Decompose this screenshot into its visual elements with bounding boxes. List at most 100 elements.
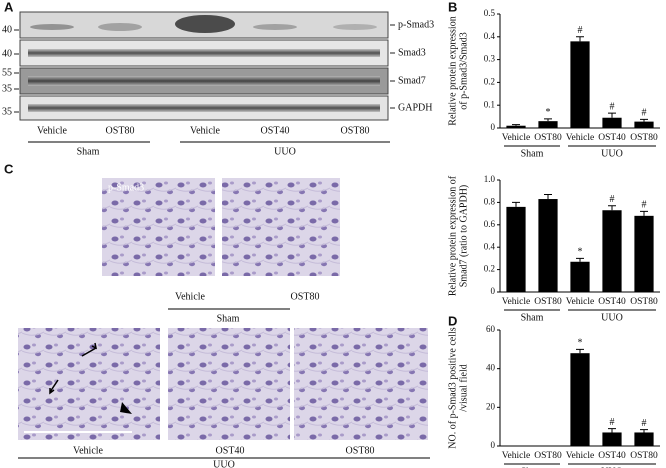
x-tick-label: Vehicle — [502, 451, 531, 461]
protein-label: Smad3 — [398, 47, 426, 58]
y-tick-label: 0.6 — [484, 219, 496, 229]
bar — [602, 117, 622, 128]
error-bar — [608, 428, 616, 433]
micrograph — [102, 178, 215, 276]
lane-label: Vehicle — [73, 445, 104, 456]
x-tick-label: OST80 — [534, 133, 562, 143]
lane-label: OST80 — [341, 125, 370, 136]
x-tick-label: OST80 — [630, 133, 658, 143]
x-tick-label: Vehicle — [566, 297, 595, 307]
group-label: Sham — [521, 312, 544, 323]
error-bar — [576, 36, 584, 42]
blot-bands — [28, 15, 380, 112]
y-axis-label: Smad7 (ratio to GAPDH) — [458, 185, 469, 288]
group-label: Sham — [77, 146, 100, 157]
y-axis-label: Relative protein expression of — [447, 175, 458, 296]
annotation: # — [610, 101, 615, 112]
error-bar — [544, 118, 552, 122]
lane-label: Vehicle — [37, 125, 68, 136]
bar — [602, 210, 622, 292]
error-bar — [608, 112, 616, 118]
micrograph — [222, 178, 340, 276]
lane-label: OST80 — [346, 445, 375, 456]
error-bar — [512, 124, 520, 126]
mw-marker: 35 — [2, 83, 12, 94]
annotation: # — [610, 194, 615, 205]
error-bar — [576, 348, 584, 354]
annotation: * — [546, 107, 551, 118]
y-tick-label: 0.8 — [484, 196, 496, 206]
error-bar — [576, 257, 584, 262]
lane-label: OST80 — [291, 291, 320, 302]
bar — [570, 353, 590, 446]
arrows — [49, 342, 98, 395]
bar — [570, 41, 590, 128]
annotation: # — [642, 418, 647, 429]
y-tick-label: 0 — [491, 122, 496, 132]
x-tick-label: OST80 — [534, 451, 562, 461]
group-label: UUO — [213, 459, 235, 468]
error-bar — [608, 205, 616, 211]
lane-label: Vehicle — [175, 291, 206, 302]
x-tick-label: OST40 — [598, 133, 626, 143]
micrograph — [168, 328, 290, 440]
y-tick-label: 60 — [486, 324, 496, 334]
bar — [634, 215, 654, 292]
error-bar — [640, 210, 648, 216]
y-axis-label: NO. of p-Smad3 positive cells — [447, 327, 458, 448]
bar — [538, 199, 558, 292]
annotation: * — [578, 247, 583, 258]
annotation: * — [578, 338, 583, 349]
protein-label: GAPDH — [398, 102, 432, 113]
mw-marker: 55 — [2, 67, 12, 78]
y-tick-label: 0.3 — [484, 54, 496, 64]
micrograph — [294, 328, 428, 440]
annotation: # — [610, 417, 615, 428]
group-label: Sham — [217, 313, 240, 324]
y-tick-label: 0.2 — [484, 264, 495, 274]
lane-label: OST40 — [216, 445, 245, 456]
group-label: UUO — [601, 466, 623, 468]
x-tick-label: OST80 — [630, 451, 658, 461]
annotation: # — [578, 25, 583, 36]
y-tick-label: 0.4 — [484, 31, 496, 41]
mw-marker: 35 — [2, 106, 12, 117]
annotation: # — [642, 200, 647, 211]
group-label: Sham — [521, 148, 544, 159]
error-bar — [640, 429, 648, 433]
stain-label: p-Smad3 — [108, 182, 144, 193]
bar — [602, 432, 622, 446]
bar — [538, 121, 558, 128]
y-tick-label: 20 — [486, 401, 496, 411]
protein-label: Smad7 — [398, 75, 426, 86]
y-axis-label: of p-Smad3/Smad3 — [458, 32, 469, 110]
group-label: UUO — [601, 148, 623, 159]
group-label: UUO — [274, 146, 296, 157]
micrograph — [18, 328, 160, 440]
protein-label: p-Smad3 — [398, 19, 434, 30]
x-tick-label: OST80 — [534, 297, 562, 307]
y-axis-label: Relative protein expression — [447, 16, 458, 125]
y-tick-label: 0.4 — [484, 241, 496, 251]
x-tick-label: Vehicle — [502, 297, 531, 307]
error-bar — [640, 118, 648, 122]
lane-label: Vehicle — [190, 125, 221, 136]
panel-label: B — [448, 0, 457, 14]
y-tick-label: 0.2 — [484, 76, 495, 86]
y-tick-label: 1.0 — [484, 174, 496, 184]
x-tick-label: Vehicle — [566, 451, 595, 461]
lane-label: OST80 — [106, 125, 135, 136]
panel-label: D — [448, 313, 457, 328]
panel-label: C — [4, 161, 14, 176]
bar — [506, 206, 526, 292]
mw-marker: 40 — [2, 48, 12, 59]
annotation: # — [642, 108, 647, 119]
panel-label: A — [4, 0, 14, 14]
bar — [570, 261, 590, 292]
panel-c: C p-Smad3 Vehicle OST80 Sham Vehicle OST… — [4, 161, 430, 468]
error-bar — [544, 194, 552, 200]
group-label: Sham — [521, 466, 544, 468]
panel-a: A 40 40 55 35 35 p-Smad3 Smad3 Smad7 GAP… — [2, 0, 434, 157]
bar — [634, 432, 654, 446]
